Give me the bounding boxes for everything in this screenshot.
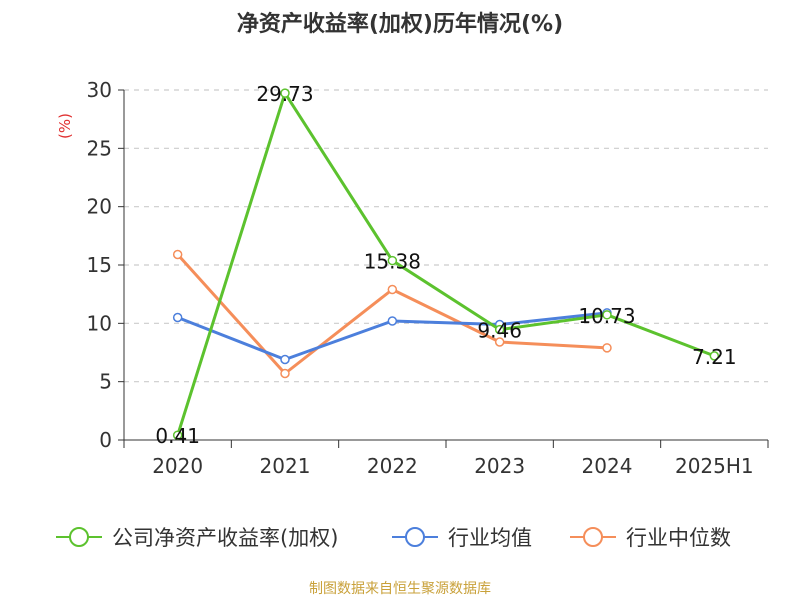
series-point-2 (280, 368, 290, 379)
series-point-0 (280, 88, 290, 98)
axes: 0 5 10 15 20 25 30 2020 2021 2022 2023 2024 2025H1 (%… (56, 78, 769, 478)
y-axis-label: (%) (56, 113, 74, 139)
data-label: 0.41 (155, 424, 200, 448)
series-point-2 (387, 284, 398, 295)
series-point-0 (602, 310, 612, 320)
series-point-1 (172, 312, 183, 323)
x-tick-label: 2021 (260, 454, 311, 478)
y-tick-label: 20 (87, 195, 112, 219)
y-tick-label: 10 (87, 311, 112, 335)
chart-title: 净资产收益率(加权)历年情况(%) (236, 12, 564, 37)
series-point-1 (280, 354, 290, 365)
y-tick-label: 30 (87, 78, 112, 102)
x-tick-label: 2025H1 (675, 454, 754, 478)
source-note: 制图数据来自恒生聚源数据库 (309, 581, 491, 597)
data-label: 10.73 (578, 304, 635, 328)
data-label: 7.21 (692, 345, 737, 369)
data-labels: 0.41 29.73 15.38 9.46 10.73 7.21 (155, 82, 736, 448)
series-point-1 (387, 316, 398, 326)
legend-marker-1 (405, 527, 425, 547)
x-tick-label: 2024 (582, 454, 633, 478)
y-tick-label: 15 (87, 253, 112, 277)
series-line-0 (176, 91, 715, 436)
legend-label-2: 行业中位数 (626, 526, 731, 550)
series-point-0 (709, 351, 720, 361)
legend-label-0: 公司净资产收益率(加权) (112, 526, 338, 550)
x-tick-label: 2022 (367, 454, 418, 478)
data-label: 9.46 (477, 319, 522, 343)
y-tick-label: 0 (99, 428, 112, 452)
series-lines (172, 88, 720, 440)
series-point-0 (494, 324, 505, 335)
legend-marker-0 (69, 527, 89, 547)
series-point-2 (172, 249, 183, 260)
x-tick-label: 2023 (474, 454, 525, 478)
legend: 公司净资产收益率(加权) 行业均值 行业中位数 (56, 526, 731, 550)
legend-label-1: 行业均值 (448, 526, 532, 550)
y-tick-label: 25 (87, 136, 112, 160)
data-label: 15.38 (364, 250, 421, 274)
series-point-2 (602, 343, 612, 353)
legend-marker-2 (583, 527, 603, 547)
series-point-2 (494, 337, 505, 347)
x-tick-label: 2020 (152, 454, 203, 478)
y-tick-label: 5 (99, 370, 112, 394)
series-point-0 (172, 430, 183, 440)
series-point-0 (387, 255, 398, 266)
data-label: 29.73 (256, 82, 313, 106)
